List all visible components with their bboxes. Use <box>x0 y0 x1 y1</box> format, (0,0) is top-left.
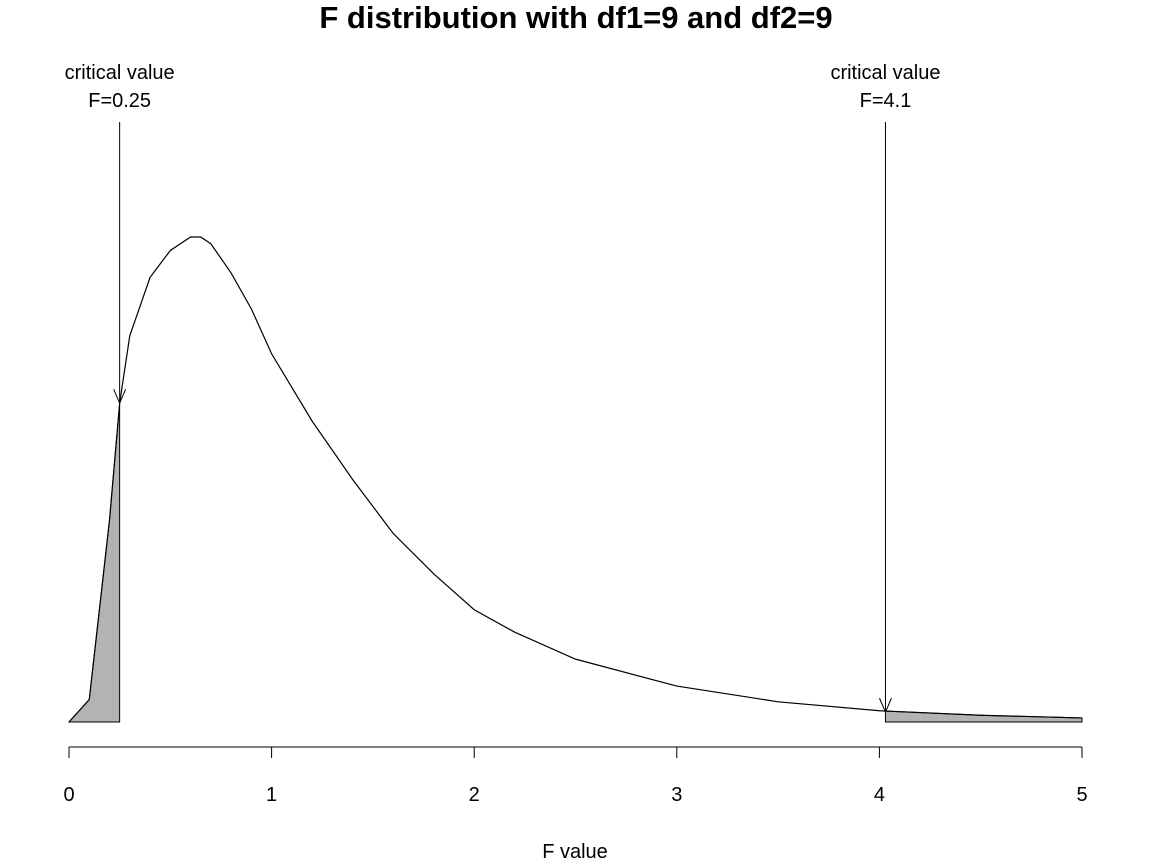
x-tick-label: 4 <box>874 784 885 806</box>
x-tick-label: 3 <box>671 784 682 806</box>
annotation-label-line2: F=4.1 <box>860 90 912 112</box>
shaded-regions <box>67 403 1083 723</box>
x-axis: 0 1 2 3 4 5 <box>63 746 1088 806</box>
annotation-label-line2: F=0.25 <box>88 90 151 112</box>
x-tick-label: 5 <box>1076 784 1087 806</box>
annotations: critical value F=0.25 critical value F=4.1 <box>65 62 941 714</box>
annotation-arrowhead <box>113 388 127 405</box>
density-curve <box>68 236 1083 723</box>
annotation-label-line1: critical value <box>830 62 940 84</box>
annotation-arrowhead <box>879 697 892 714</box>
x-axis-label: F value <box>542 841 608 863</box>
x-tick-label: 0 <box>63 784 74 806</box>
annotation-label-line1: critical value <box>65 62 175 84</box>
x-tick-label: 2 <box>469 784 480 806</box>
x-tick-label: 1 <box>266 784 277 806</box>
shaded-tail-left <box>67 403 121 723</box>
chart-title: F distribution with df1=9 and df2=9 <box>319 0 832 35</box>
